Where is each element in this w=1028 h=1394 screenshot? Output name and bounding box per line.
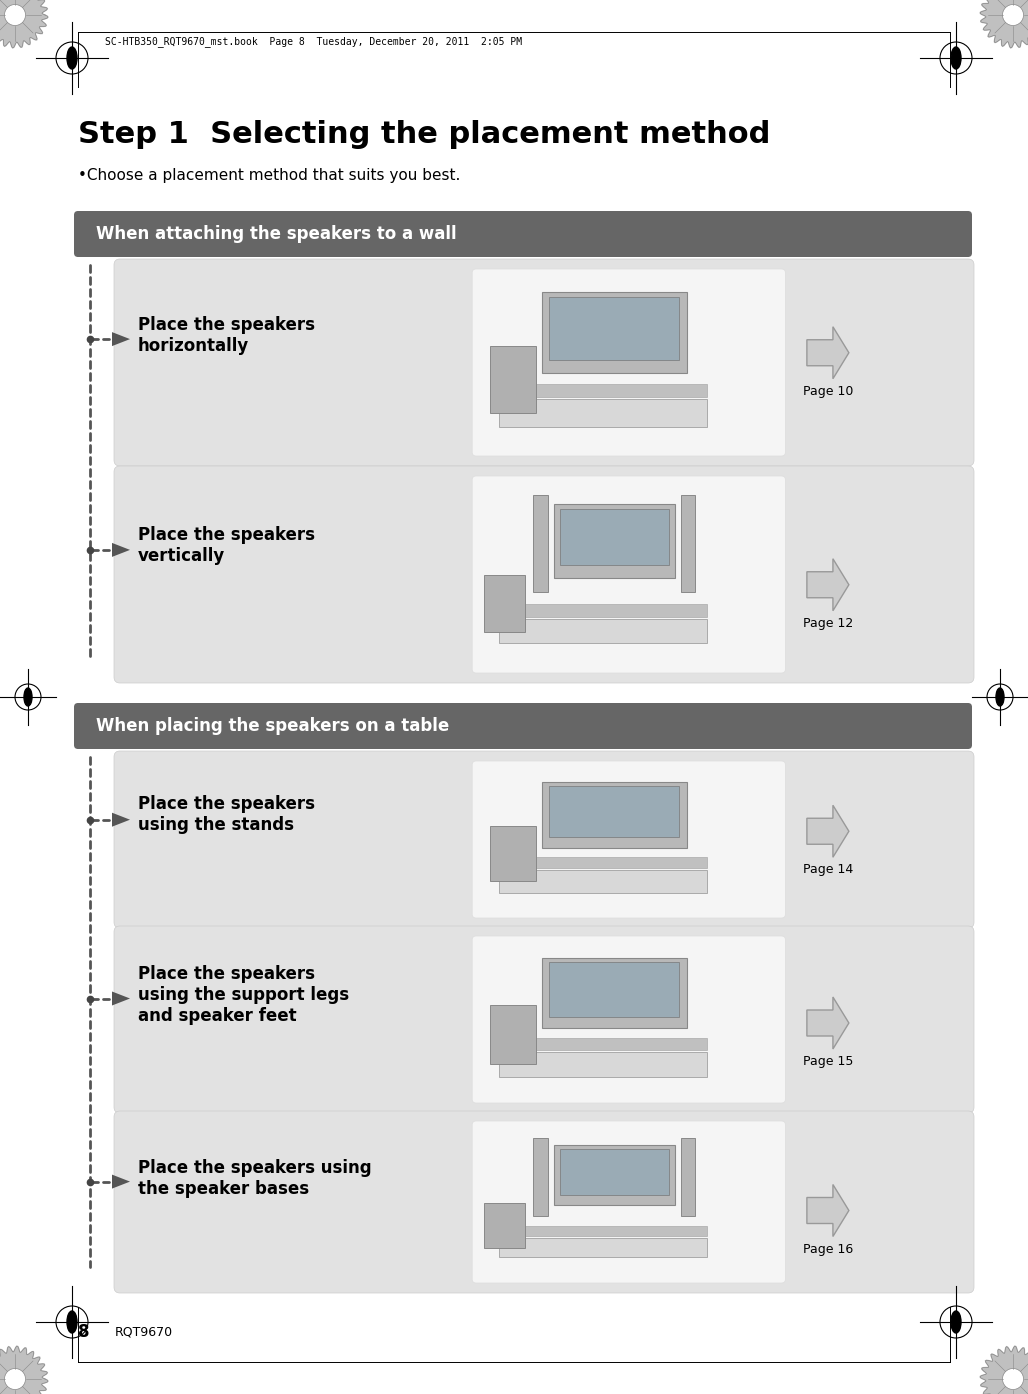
Text: Place the speakers
horizontally: Place the speakers horizontally — [138, 316, 315, 354]
Text: Page 10: Page 10 — [803, 385, 853, 397]
Bar — [499, 383, 707, 397]
Polygon shape — [807, 559, 849, 611]
FancyBboxPatch shape — [542, 958, 687, 1029]
Text: Place the speakers using
the speaker bases: Place the speakers using the speaker bas… — [138, 1158, 372, 1197]
Text: 8: 8 — [78, 1323, 89, 1341]
Bar — [534, 495, 548, 592]
Ellipse shape — [996, 689, 1004, 705]
FancyBboxPatch shape — [74, 703, 972, 749]
FancyBboxPatch shape — [114, 751, 974, 928]
Polygon shape — [112, 332, 130, 346]
Circle shape — [1002, 4, 1024, 25]
Bar — [681, 495, 695, 592]
FancyBboxPatch shape — [559, 1150, 669, 1195]
Polygon shape — [112, 1175, 130, 1189]
Text: Place the speakers
using the support legs
and speaker feet: Place the speakers using the support leg… — [138, 965, 350, 1025]
Text: RQT9670: RQT9670 — [115, 1326, 173, 1338]
Text: Page 14: Page 14 — [803, 863, 853, 877]
Bar — [499, 857, 707, 867]
Bar — [490, 827, 537, 881]
FancyBboxPatch shape — [549, 786, 680, 838]
FancyBboxPatch shape — [114, 1111, 974, 1294]
Text: SC-HTB350_RQT9670_mst.book  Page 8  Tuesday, December 20, 2011  2:05 PM: SC-HTB350_RQT9670_mst.book Page 8 Tuesda… — [105, 36, 522, 47]
Bar — [681, 1138, 695, 1216]
Polygon shape — [112, 813, 130, 827]
FancyBboxPatch shape — [499, 619, 707, 643]
FancyBboxPatch shape — [559, 509, 669, 566]
Circle shape — [4, 1369, 26, 1390]
Text: Step 1  Selecting the placement method: Step 1 Selecting the placement method — [78, 120, 770, 149]
Text: •Choose a placement method that suits you best.: •Choose a placement method that suits yo… — [78, 169, 461, 183]
Bar — [499, 1225, 707, 1235]
Polygon shape — [981, 1347, 1028, 1394]
Text: Page 16: Page 16 — [803, 1242, 853, 1256]
Text: When placing the speakers on a table: When placing the speakers on a table — [96, 717, 449, 735]
Bar — [484, 1203, 524, 1248]
Bar — [490, 1005, 537, 1064]
FancyBboxPatch shape — [542, 782, 687, 848]
FancyBboxPatch shape — [554, 1146, 675, 1204]
FancyBboxPatch shape — [114, 466, 974, 683]
Circle shape — [4, 4, 26, 25]
Polygon shape — [807, 806, 849, 857]
Polygon shape — [807, 326, 849, 379]
Bar — [490, 347, 537, 413]
FancyBboxPatch shape — [542, 293, 687, 372]
Ellipse shape — [24, 689, 32, 705]
FancyBboxPatch shape — [499, 1052, 707, 1076]
FancyBboxPatch shape — [549, 297, 680, 360]
Ellipse shape — [67, 47, 77, 68]
Text: Page 12: Page 12 — [803, 616, 853, 630]
FancyBboxPatch shape — [472, 935, 785, 1103]
FancyBboxPatch shape — [549, 962, 680, 1018]
FancyBboxPatch shape — [472, 761, 785, 919]
Polygon shape — [0, 1347, 48, 1394]
Text: Place the speakers
vertically: Place the speakers vertically — [138, 527, 315, 565]
Bar — [484, 576, 524, 631]
FancyBboxPatch shape — [114, 926, 974, 1112]
Ellipse shape — [951, 47, 961, 68]
Circle shape — [1002, 1369, 1024, 1390]
FancyBboxPatch shape — [554, 503, 675, 579]
Bar — [499, 605, 707, 616]
FancyBboxPatch shape — [499, 399, 707, 428]
Polygon shape — [807, 1185, 849, 1236]
FancyBboxPatch shape — [114, 259, 974, 466]
FancyBboxPatch shape — [472, 1121, 785, 1282]
FancyBboxPatch shape — [472, 269, 785, 456]
FancyBboxPatch shape — [499, 1238, 707, 1257]
FancyBboxPatch shape — [472, 475, 785, 673]
Polygon shape — [0, 0, 48, 47]
Polygon shape — [112, 542, 130, 556]
Bar — [534, 1138, 548, 1216]
Polygon shape — [981, 0, 1028, 47]
Text: Page 15: Page 15 — [803, 1055, 853, 1068]
Ellipse shape — [951, 1310, 961, 1333]
Ellipse shape — [67, 1310, 77, 1333]
FancyBboxPatch shape — [499, 870, 707, 892]
Polygon shape — [112, 991, 130, 1005]
FancyBboxPatch shape — [74, 210, 972, 256]
Text: When attaching the speakers to a wall: When attaching the speakers to a wall — [96, 224, 456, 243]
Text: Place the speakers
using the stands: Place the speakers using the stands — [138, 796, 315, 834]
Bar — [499, 1039, 707, 1050]
Polygon shape — [807, 997, 849, 1050]
